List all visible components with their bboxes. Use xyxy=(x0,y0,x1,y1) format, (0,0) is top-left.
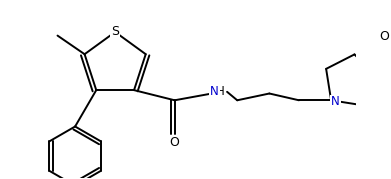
Text: O: O xyxy=(379,30,389,43)
Text: O: O xyxy=(170,136,179,149)
Text: H: H xyxy=(216,85,225,98)
Text: S: S xyxy=(111,25,119,38)
Text: N: N xyxy=(210,85,219,98)
Text: N: N xyxy=(331,95,340,108)
